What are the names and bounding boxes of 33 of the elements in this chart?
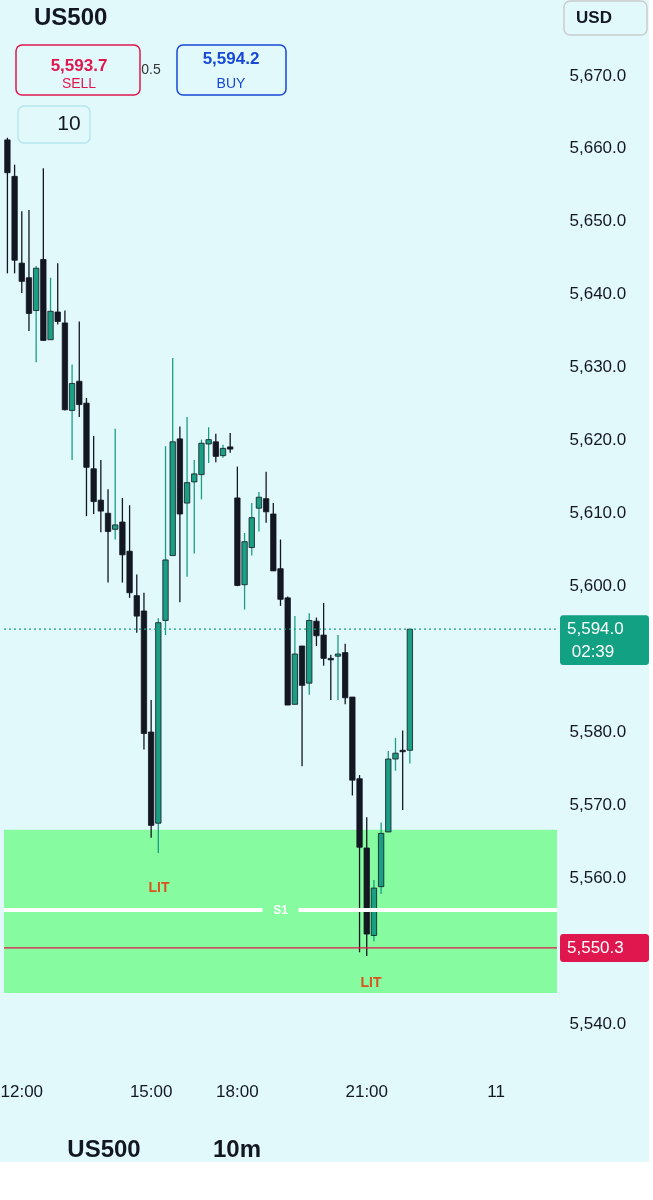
y-tick-label: 5,540.0 (569, 1013, 627, 1033)
text: 10m (212, 1135, 262, 1162)
chart-title: US500 (34, 3, 108, 30)
ref-line-label: S1 (273, 902, 289, 917)
annotation: LIT (148, 879, 170, 895)
text: 5,593.7 (50, 56, 108, 75)
x-tick-label: 21:00 (345, 1081, 389, 1101)
annotation: LIT (360, 974, 382, 990)
y-tick-label: 5,580.0 (569, 721, 627, 741)
y-tick-label: 5,600.0 (569, 575, 627, 595)
y-tick-label: 5,620.0 (569, 430, 627, 450)
y-tick-label: 5,610.0 (569, 503, 627, 523)
text: USD (576, 8, 612, 27)
y-tick-label: 5,640.0 (569, 284, 627, 304)
annotation: 10 (57, 111, 81, 134)
y-tick-label: 5,630.0 (569, 357, 627, 377)
ref-line-label: 5,550.3 (567, 937, 624, 957)
annotation: SELL (61, 75, 97, 91)
x-tick-label: 18:00 (216, 1081, 259, 1101)
x-tick-label: 11 (487, 1081, 505, 1101)
y-tick-label: 5,650.0 (569, 211, 627, 231)
x-tick-label: 15:00 (129, 1081, 173, 1101)
annotation: 0.5 (141, 61, 161, 77)
y-tick-label: 5,660.0 (569, 138, 627, 158)
ref-line-label: 5,594.0 (567, 619, 624, 639)
text: 5,594.2 (202, 49, 260, 68)
annotation: BUY (216, 75, 247, 91)
text: US500 (67, 1135, 141, 1162)
y-tick-label: 5,570.0 (569, 794, 627, 814)
text: 02:39 (571, 642, 615, 661)
y-tick-label: 5,670.0 (569, 65, 627, 85)
y-tick-label: 5,560.0 (569, 867, 627, 887)
x-tick-label: 12:00 (0, 1081, 44, 1101)
